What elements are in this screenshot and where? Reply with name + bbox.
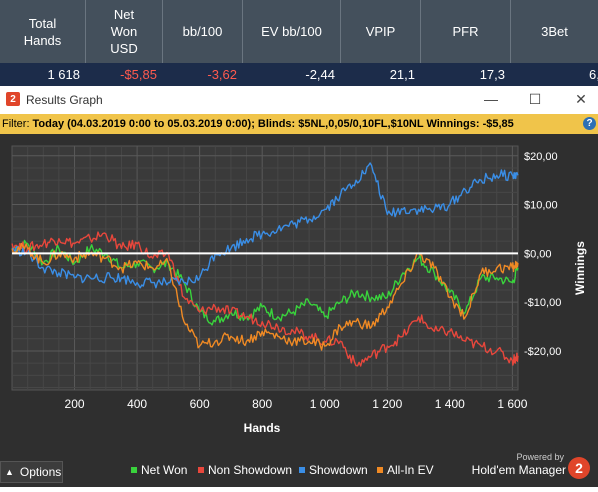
results-chart-svg: $20,00 $10,00 $0,00 -$10,00 -$20,00 200 400 600… [11, 145, 587, 435]
legend-item-showdown[interactable]: Showdown [299, 463, 368, 477]
value-net-won: -$5,85 [120, 67, 157, 82]
series-line-all-in-ev [11, 242, 519, 351]
options-button[interactable]: ▲ Options [0, 461, 63, 483]
value-bb100: -3,62 [207, 67, 237, 82]
value-vpip: 21,1 [389, 67, 415, 82]
filter-label: Filter: [2, 118, 30, 130]
header-label: PFR [452, 24, 479, 39]
header-label: VPIP [365, 24, 396, 39]
y-axis-label: Winnings [573, 241, 587, 295]
value-ev-bb100: -2,44 [305, 67, 335, 82]
chevron-up-icon: ▲ [5, 467, 14, 477]
series-line-non-showdown [11, 231, 519, 367]
y-tick-label: $20,00 [524, 151, 558, 163]
legend-swatch [131, 467, 137, 473]
value-total-hands: 1 618 [47, 67, 80, 82]
value-3bet: 6,56 [589, 67, 598, 82]
y-tick-label: $0,00 [524, 248, 552, 260]
legend-item-net-won[interactable]: Net Won [131, 463, 187, 477]
x-tick-label: 1 600 [497, 397, 527, 411]
legend-item-non-showdown[interactable]: Non Showdown [198, 463, 292, 477]
header-label: EV bb/100 [261, 24, 322, 39]
hem-2-icon: 2 [6, 92, 20, 106]
x-tick-label: 600 [190, 397, 210, 411]
legend-label: Net Won [141, 463, 188, 477]
header-label: Total Hands [23, 15, 62, 48]
minimize-button[interactable]: — [484, 91, 498, 107]
x-axis-label: Hands [244, 421, 281, 435]
brand-name: Hold'em Manager [471, 463, 566, 477]
help-icon[interactable]: ? [583, 117, 596, 130]
header-total-hands[interactable]: Total Hands [0, 0, 86, 63]
x-tick-label: 1 000 [310, 397, 340, 411]
x-tick-label: 800 [252, 397, 272, 411]
header-label: bb/100 [182, 24, 223, 39]
options-label: Options [19, 465, 62, 479]
plot-area [11, 145, 519, 391]
header-ev-bb100[interactable]: EV bb/100 [243, 0, 341, 63]
header-net-won[interactable]: Net Won USD [86, 0, 163, 63]
window-title: Results Graph [26, 93, 103, 107]
x-tick-label: 400 [127, 397, 147, 411]
y-tick-label: $10,00 [524, 200, 558, 212]
y-tick-label: -$20,00 [524, 346, 561, 358]
hem-logo-icon: 2 [568, 457, 590, 479]
legend-label: Showdown [309, 463, 368, 477]
filter-bar[interactable]: Filter: Today (04.03.2019 0:00 to 05.03.… [0, 114, 598, 134]
legend-swatch [198, 467, 204, 473]
header-bb100[interactable]: bb/100 [163, 0, 243, 63]
window-titlebar[interactable] [0, 86, 598, 114]
x-tick-label: 1 400 [435, 397, 465, 411]
x-tick-label: 1 200 [372, 397, 402, 411]
filter-text: Today (04.03.2019 0:00 to 05.03.2019 0:0… [32, 118, 514, 130]
header-label: Net Won USD [110, 7, 138, 56]
x-tick-label: 200 [65, 397, 85, 411]
y-tick-label: -$10,00 [524, 297, 561, 309]
value-pfr: 17,3 [479, 67, 505, 82]
legend-swatch [377, 467, 383, 473]
legend-item-all-in-ev[interactable]: All-In EV [377, 463, 434, 477]
header-3bet[interactable]: 3Bet [511, 0, 598, 63]
legend-swatch [299, 467, 305, 473]
maximize-button[interactable]: ☐ [528, 90, 542, 107]
close-button[interactable]: ✕ [575, 90, 587, 107]
series-line-showdown [11, 162, 519, 289]
header-pfr[interactable]: PFR [421, 0, 511, 63]
stats-table-header: Total Hands Net Won USD bb/100 EV bb/100… [0, 0, 598, 63]
stats-table-row[interactable]: 1 618 -$5,85 -3,62 -2,44 21,1 17,3 6,56 [0, 63, 598, 86]
header-vpip[interactable]: VPIP [341, 0, 421, 63]
results-graph: $20,00 $10,00 $0,00 -$10,00 -$20,00 200 400 600… [0, 134, 598, 487]
legend-label: All-In EV [387, 463, 434, 477]
header-label: 3Bet [541, 24, 568, 39]
powered-by-text: Powered by [516, 452, 564, 462]
legend-label: Non Showdown [208, 463, 293, 477]
